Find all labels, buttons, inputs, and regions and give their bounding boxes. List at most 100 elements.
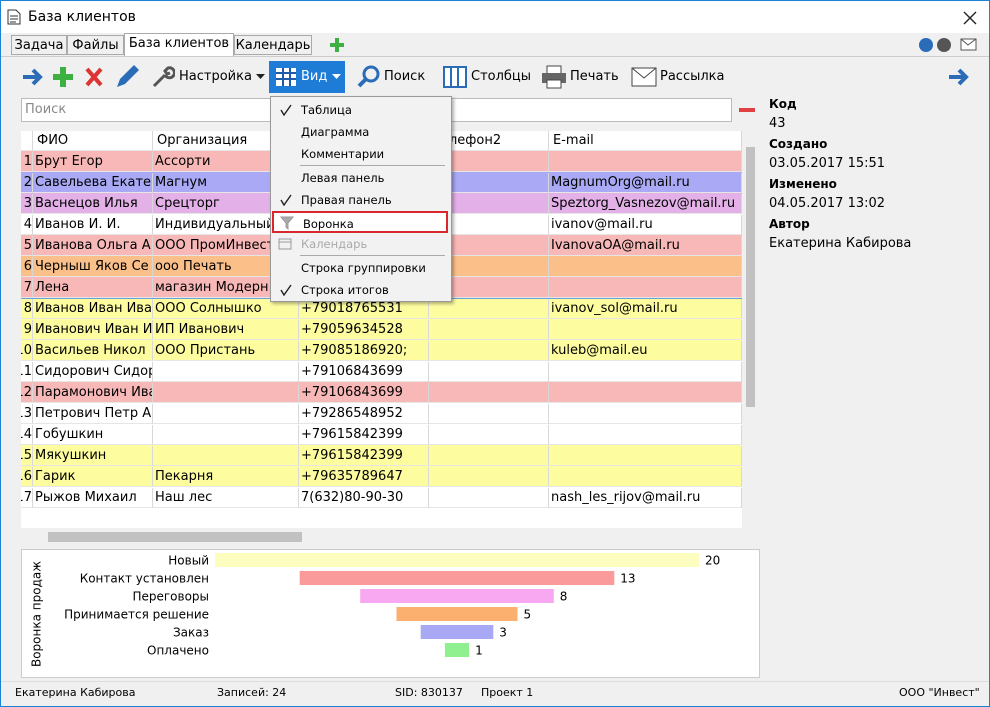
row-number: 8 (21, 299, 33, 319)
cell (549, 446, 742, 466)
v-scrollbar[interactable] (742, 131, 759, 528)
cell: Рыжов Михаил (33, 488, 153, 508)
cell: Иванова Ольга А (33, 236, 153, 256)
cell: +79085186920; (299, 341, 429, 361)
funnel-panel: Воронка продажНовый20Контакт установлен1… (21, 549, 760, 678)
status-item: ООО "Инвест" (899, 686, 980, 699)
close-button[interactable] (963, 11, 977, 25)
menu-item[interactable]: Комментарии (272, 143, 448, 165)
icon (279, 239, 291, 249)
check (281, 105, 291, 115)
row-number: 7 (21, 278, 33, 298)
cell: ООО Солнышко (153, 299, 299, 319)
cell (429, 383, 549, 403)
row-number: 9 (21, 320, 33, 340)
row-number: 10 (21, 341, 33, 361)
cell (549, 404, 742, 424)
view-icon (275, 67, 297, 87)
cell: 7(632)80-90-30 (299, 488, 429, 508)
cell: ivanov@mail.ru (549, 215, 742, 235)
cell (429, 488, 549, 508)
value-label: 13 (620, 572, 635, 586)
funnel-chart: Воронка продажНовый20Контакт установлен1… (22, 550, 759, 677)
tab[interactable]: Задача (11, 35, 67, 55)
mailing-button[interactable]: Рассылка (660, 69, 725, 84)
row-number: 12 (21, 383, 33, 403)
menu-item[interactable]: Строка итогов (272, 279, 448, 301)
app-icon (7, 9, 21, 25)
search-button[interactable]: Поиск (384, 69, 425, 84)
detail-value: 03.05.2017 15:51 (769, 156, 885, 171)
top-icons[interactable] (919, 37, 977, 53)
cell: Парамонович Ива (33, 383, 153, 403)
cell: Черныш Яков Се (33, 257, 153, 277)
row-number: 1 (21, 152, 33, 172)
menu-separator (300, 165, 445, 166)
view-menu: ТаблицаДиаграммаКомментарииЛевая панельП… (270, 96, 452, 302)
category-label: Переговоры (132, 590, 209, 604)
value-label: 20 (705, 554, 720, 568)
cell (549, 467, 742, 487)
status-item: SID: 830137 (395, 686, 463, 699)
cell: Петрович Петр А (33, 404, 153, 424)
cell: MagnumOrg@mail.ru (549, 173, 742, 193)
cell: ivanov_sol@mail.ru (549, 299, 742, 319)
value-label: 3 (499, 626, 507, 640)
cell (429, 467, 549, 487)
category-label: Новый (168, 554, 209, 568)
funnel-bar (397, 607, 518, 621)
cell (549, 383, 742, 403)
tab[interactable]: Файлы (67, 35, 124, 55)
funnel-bar (445, 643, 469, 657)
menu-item[interactable]: Строка группировки (272, 257, 448, 279)
check (281, 285, 291, 295)
cell: Сидорович Сидор (33, 362, 153, 382)
menu-item[interactable]: Правая панель (272, 189, 448, 211)
cell (549, 362, 742, 382)
cell (429, 425, 549, 445)
h-scrollbar[interactable] (21, 528, 759, 546)
cell: Лена (33, 278, 153, 298)
cell (549, 425, 742, 445)
detail-label: Создано (769, 137, 827, 151)
columns-icon[interactable] (443, 65, 467, 89)
value-label: 8 (560, 590, 568, 604)
search-icon[interactable] (357, 65, 381, 89)
cell (153, 383, 299, 403)
menu-item[interactable]: Таблица (272, 99, 448, 121)
forward-icon[interactable] (947, 65, 971, 89)
category-label: Контакт установлен (80, 572, 209, 586)
category-label: Принимается решение (64, 608, 209, 622)
print-icon[interactable] (541, 65, 567, 89)
tab[interactable]: Календарь (234, 35, 312, 55)
cell (429, 320, 549, 340)
cell: kuleb@mail.eu (549, 341, 742, 361)
menu-item[interactable]: Воронка (272, 211, 448, 233)
cell (549, 278, 742, 298)
funnel-bar (360, 589, 554, 603)
cell: Мякушкин (33, 446, 153, 466)
row-number: 4 (21, 215, 33, 235)
collapse-button[interactable] (739, 108, 755, 112)
cell: +79106843699 (299, 383, 429, 403)
cell (549, 320, 742, 340)
view-button[interactable]: Вид (301, 69, 327, 84)
menu-item[interactable]: Левая панель (272, 167, 448, 189)
row-number: 6 (21, 257, 33, 277)
menu-item[interactable]: Диаграмма (272, 121, 448, 143)
add-tab[interactable] (330, 38, 344, 52)
check-icon (280, 104, 292, 116)
title-bar (1, 1, 989, 33)
toolbar-icons[interactable] (21, 63, 145, 91)
print-button[interactable]: Печать (570, 69, 619, 84)
menu-item: Календарь (272, 233, 448, 255)
settings-button[interactable]: Настройка (179, 69, 252, 84)
cell: Васнецов Илья (33, 194, 153, 214)
mail-icon[interactable] (631, 67, 657, 87)
columns-button[interactable]: Столбцы (471, 69, 531, 84)
row-number: 17 (21, 488, 33, 508)
settings-icon[interactable] (151, 65, 175, 89)
cell: +79635789647 (299, 467, 429, 487)
tab[interactable]: База клиентов (124, 33, 234, 56)
